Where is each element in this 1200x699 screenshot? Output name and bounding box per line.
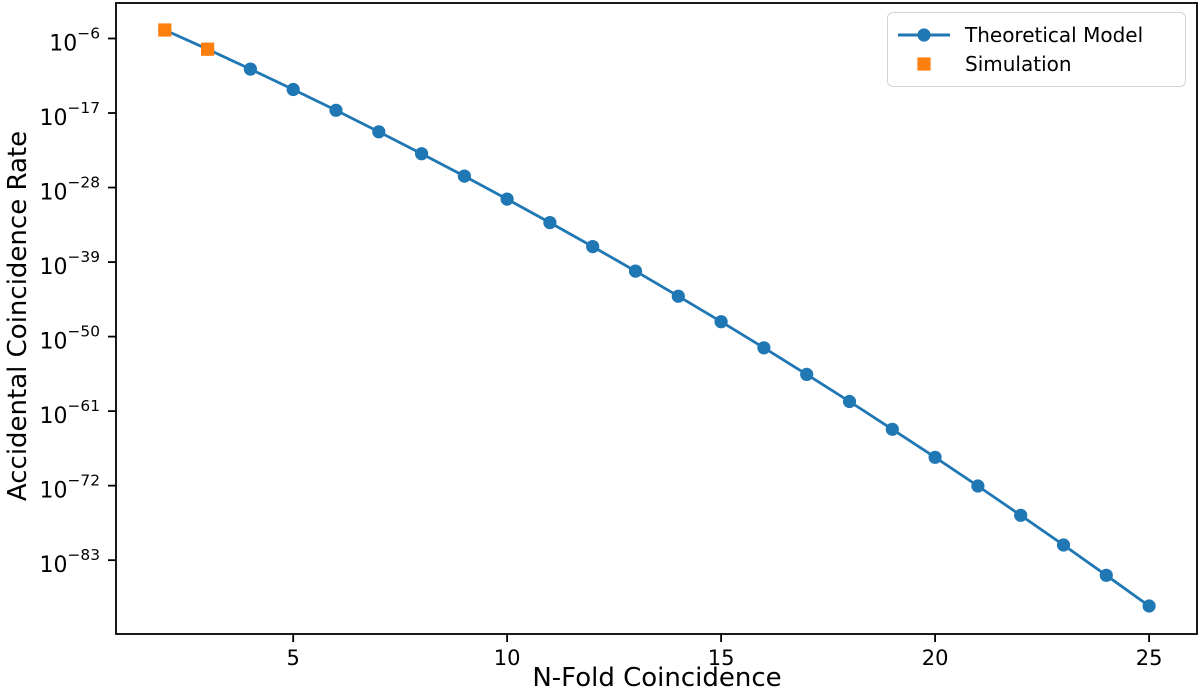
svg-text:10−6: 10−6 [49, 25, 100, 57]
model-data-point [415, 147, 429, 161]
model-data-point [586, 240, 600, 254]
svg-text:10−61: 10−61 [40, 397, 100, 429]
model-data-point [928, 450, 942, 464]
plot-spines [115, 2, 1198, 635]
model-data-point [714, 315, 728, 329]
x-axis-label: N-Fold Coincidence [532, 663, 782, 693]
legend-entry-theoretical-model: Theoretical Model [896, 23, 1175, 47]
svg-text:5: 5 [287, 646, 300, 670]
svg-text:10: 10 [494, 646, 521, 670]
svg-text:15: 15 [708, 646, 735, 670]
legend-entry-simulation: Simulation [896, 52, 1175, 76]
model-data-point [500, 192, 514, 206]
svg-text:10−50: 10−50 [40, 323, 100, 355]
model-data-point [372, 125, 386, 139]
legend-square-marker-icon [896, 54, 952, 74]
legend: Theoretical Model Simulation [887, 12, 1186, 87]
svg-text:25: 25 [1136, 646, 1163, 670]
series-theoretical-model [158, 23, 1156, 613]
legend-line-circle-marker-icon [896, 25, 952, 45]
model-data-point [971, 479, 985, 493]
legend-label-theoretical-model: Theoretical Model [965, 22, 1144, 47]
series-simulation [158, 23, 215, 56]
model-data-point [457, 169, 471, 183]
simulation-data-point [158, 23, 172, 37]
legend-label-simulation: Simulation [965, 52, 1072, 77]
model-data-point [757, 341, 771, 355]
model-data-point [543, 216, 557, 230]
model-data-point [628, 264, 643, 278]
svg-text:10−17: 10−17 [40, 99, 100, 131]
x-axis-ticks: 5 10 15 20 25 [287, 634, 1163, 670]
model-data-point [800, 367, 814, 381]
model-data-point [243, 62, 257, 76]
model-data-point [1014, 508, 1028, 522]
svg-text:10−83: 10−83 [40, 546, 100, 578]
model-data-point [286, 82, 300, 97]
svg-text:10−39: 10−39 [40, 248, 100, 280]
model-data-point [1142, 599, 1156, 613]
model-data-point [671, 289, 685, 303]
model-data-point [842, 394, 857, 409]
model-data-point [1099, 568, 1113, 582]
model-data-point [329, 103, 343, 117]
svg-text:10−72: 10−72 [40, 472, 100, 504]
simulation-data-point [201, 42, 215, 56]
y-axis-label: Accidental Coincidence Rate [3, 130, 33, 502]
y-axis-ticks: 10−6 10−17 10−28 10−39 10−50 10−61 10−72 10−83 [40, 25, 116, 578]
model-data-point [885, 422, 899, 436]
model-data-point [1056, 538, 1071, 552]
svg-text:20: 20 [922, 646, 949, 670]
svg-text:10−28: 10−28 [40, 174, 100, 206]
